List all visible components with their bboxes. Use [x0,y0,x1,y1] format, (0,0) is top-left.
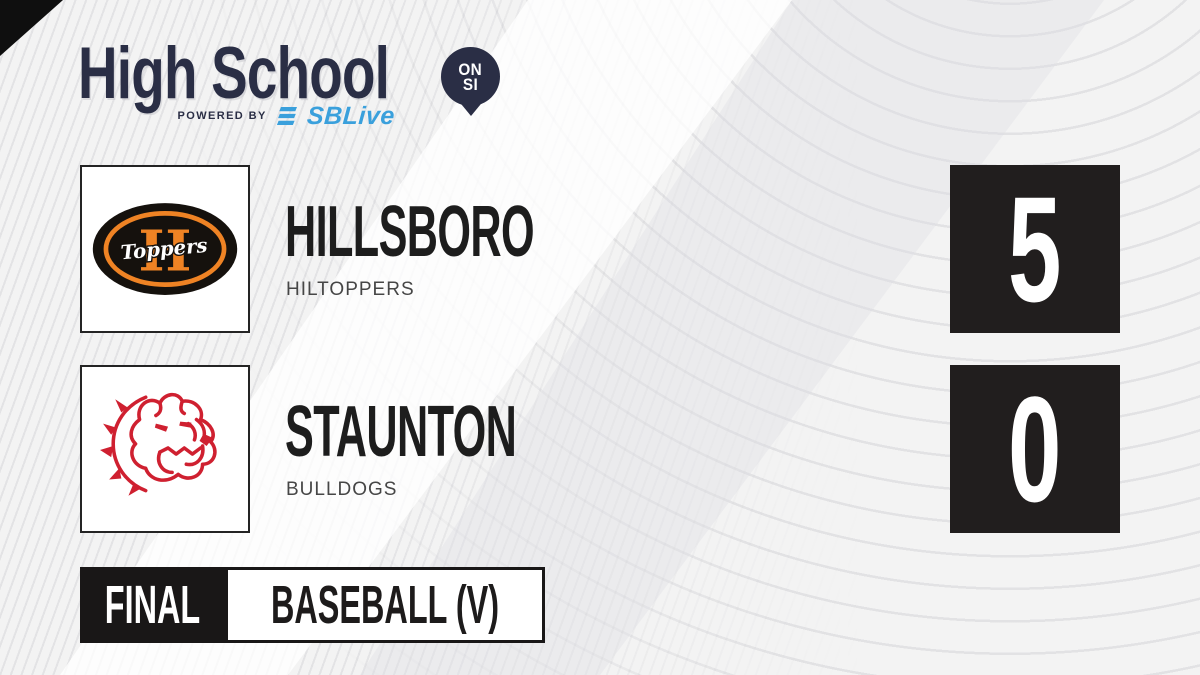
brand-title: High School [78,33,390,114]
staunton-bulldog-logo [100,392,217,496]
team2-score-box: 0 [950,365,1120,533]
sblive-logo: SBLive [305,101,396,130]
team1-score-box: 5 [950,165,1120,333]
hillsboro-logo-letter: H [138,219,191,285]
team1-mascot: HILTOPPERS [286,279,415,300]
pin-text-on: ON [458,59,483,79]
hillsboro-logo: H Toppers [92,203,238,295]
team2-name: STAUNTON [285,392,517,472]
pin-text-si: SI [462,74,479,94]
sport-label: BASEBALL (V) [271,575,500,635]
team2-logo-box [80,365,250,533]
game-status-badge: FINAL [80,567,225,643]
corner-accent-triangle [0,0,63,56]
sblive-bolt-icon [276,106,298,126]
powered-by-row: POWERED BY SBLive [106,101,466,130]
on-si-pin-icon: ON SI [441,47,500,106]
team2-mascot: BULLDOGS [286,479,398,500]
game-status-label: FINAL [104,575,201,635]
team1-logo-box: H Toppers [80,165,250,333]
team2-score: 0 [1008,365,1062,533]
team1-name: HILLSBORO [285,192,535,272]
sport-badge: BASEBALL (V) [225,567,545,643]
powered-by-label: POWERED BY [177,110,267,122]
team1-score: 5 [1008,165,1062,333]
